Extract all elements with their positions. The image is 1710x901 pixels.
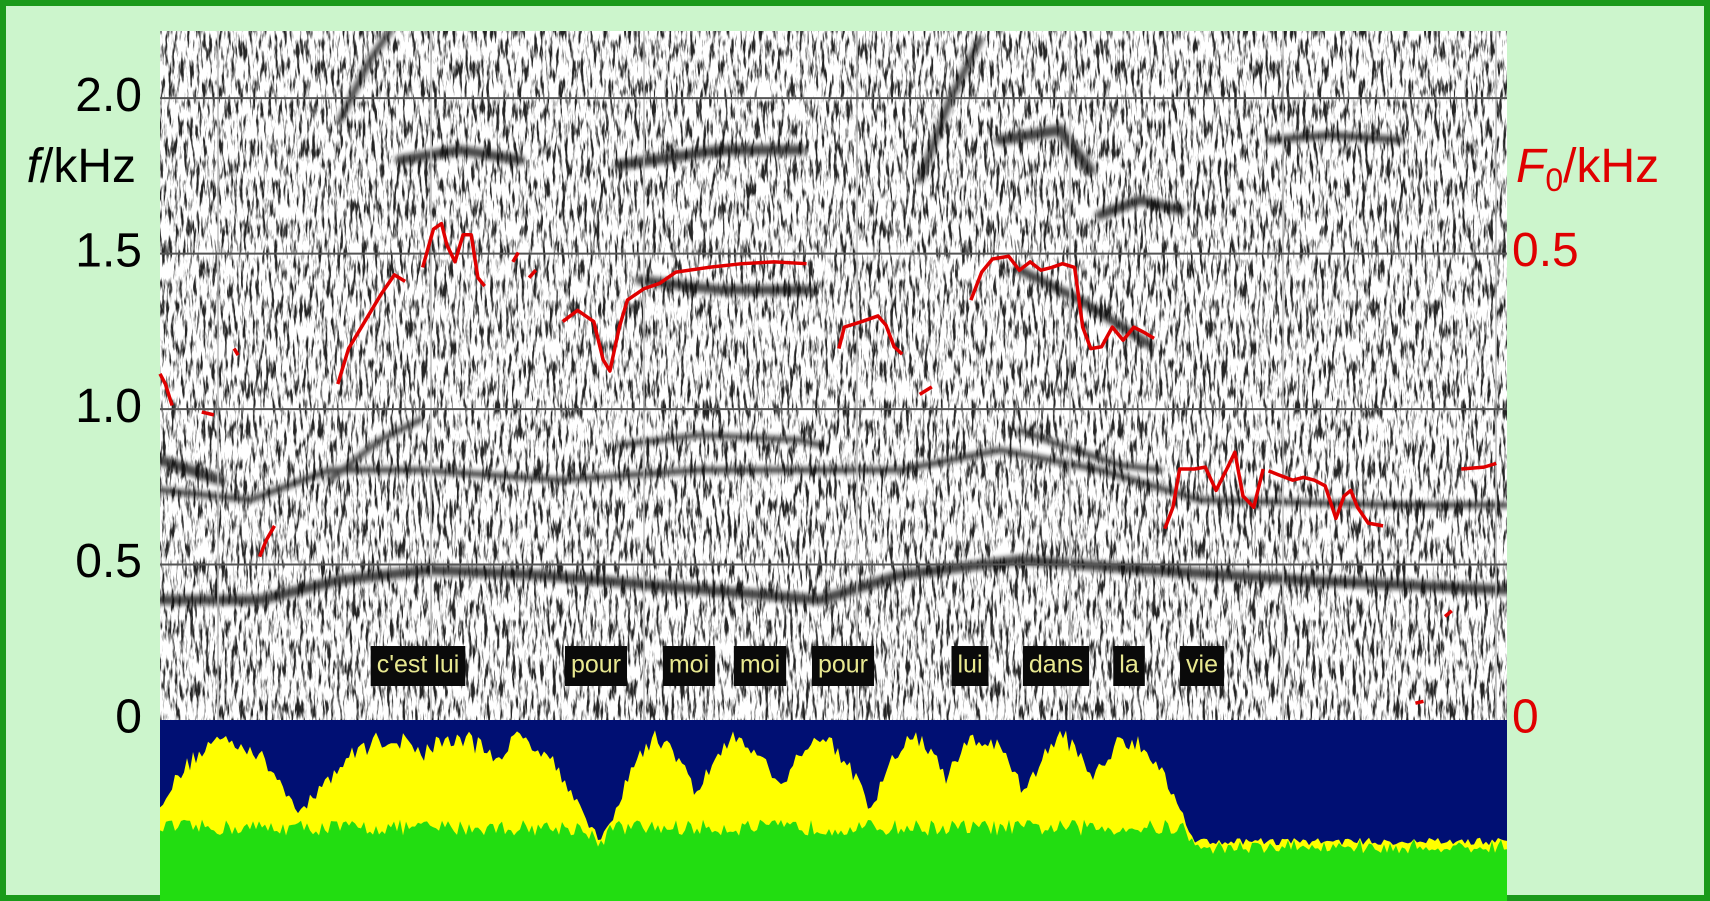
f0-line: [1267, 469, 1384, 528]
f0-line: [511, 251, 520, 263]
word-tag: dans: [1022, 646, 1090, 686]
formant: [916, 36, 984, 184]
word-tag: c'est lui: [370, 646, 466, 686]
word-tag: lui: [951, 646, 989, 686]
f0-line: [837, 314, 904, 356]
spectrogram: [160, 31, 1507, 720]
word-tag: pour: [811, 646, 875, 686]
y-tick-label: 1.0: [75, 380, 142, 433]
word-labels: c'est lui pour moi moi pour lui dans la vie: [370, 646, 1224, 686]
word-box: [1180, 646, 1224, 686]
f0-line: [158, 372, 174, 407]
y-tick-label: 2.0: [75, 69, 142, 122]
waveform-energy: [160, 819, 1507, 901]
y-tick-label: 0: [115, 691, 142, 744]
formant: [395, 144, 525, 165]
word-label: moi: [669, 651, 709, 679]
y2-tick-label: 0: [1512, 691, 1539, 744]
y-label-unit: /kHz: [40, 140, 136, 193]
word-box: [733, 646, 787, 686]
word-tag: la: [1113, 646, 1145, 686]
word-box: [370, 646, 466, 686]
formant: [336, 31, 394, 124]
f0-line: [918, 385, 933, 396]
formant: [160, 454, 226, 486]
f0-line: [420, 221, 486, 288]
f0-contour: [158, 221, 1497, 705]
f0-line: [336, 273, 407, 385]
f0-line: [201, 410, 215, 417]
word-box: [662, 646, 716, 686]
f0-line: [232, 347, 240, 357]
word-tag: pour: [564, 646, 628, 686]
y2-axis-label: F0/kHz: [1516, 140, 1659, 199]
word-label: lui: [957, 651, 982, 679]
y2-tick-label: 0.5: [1512, 224, 1579, 277]
formant: [614, 144, 806, 171]
f0-line: [527, 269, 538, 279]
formant: [1016, 426, 1164, 474]
word-tag: moi: [733, 646, 787, 686]
formant: [1266, 131, 1404, 144]
y-axis-label: f/kHz: [27, 140, 136, 193]
y2-label-unit: /kHz: [1563, 140, 1659, 193]
f0-line: [1163, 450, 1265, 530]
formants: [160, 31, 1507, 606]
formant: [160, 446, 1507, 509]
word-label: pour: [818, 651, 868, 679]
word-tag: vie: [1180, 646, 1224, 686]
time-grid: [217, 31, 1497, 720]
word-box: [811, 646, 875, 686]
f0-line: [561, 260, 807, 373]
y-tick-label: 0.5: [75, 535, 142, 588]
word-box: [951, 646, 989, 686]
grid: [160, 97, 1507, 566]
y-tick-label: 1.5: [75, 224, 142, 277]
word-box: [564, 646, 628, 686]
word-label: la: [1119, 651, 1139, 679]
formant: [1095, 194, 1185, 220]
axes: 0 0.5 1.0 1.5 2.0 0 0.5: [75, 69, 1578, 744]
f0-line: [1443, 609, 1453, 618]
f0-line: [258, 525, 277, 558]
f0-line: [969, 254, 1155, 351]
formant: [160, 554, 1507, 606]
word-box: [1113, 646, 1145, 686]
f0-line: [1461, 461, 1497, 471]
formant: [994, 124, 1096, 176]
formant: [326, 416, 424, 484]
word-label: c'est lui: [377, 651, 460, 679]
word-tag: moi: [662, 646, 716, 686]
word-box: [1022, 646, 1090, 686]
formant: [616, 431, 824, 449]
word-label: vie: [1186, 651, 1218, 679]
y2-label-subscript: 0: [1545, 162, 1563, 198]
waveform: [160, 720, 1507, 901]
word-label: moi: [740, 651, 780, 679]
word-label: dans: [1029, 651, 1083, 679]
f0-line: [1415, 699, 1424, 705]
word-label: pour: [571, 651, 621, 679]
y2-label-symbol: F: [1516, 140, 1548, 193]
formant: [635, 275, 815, 295]
